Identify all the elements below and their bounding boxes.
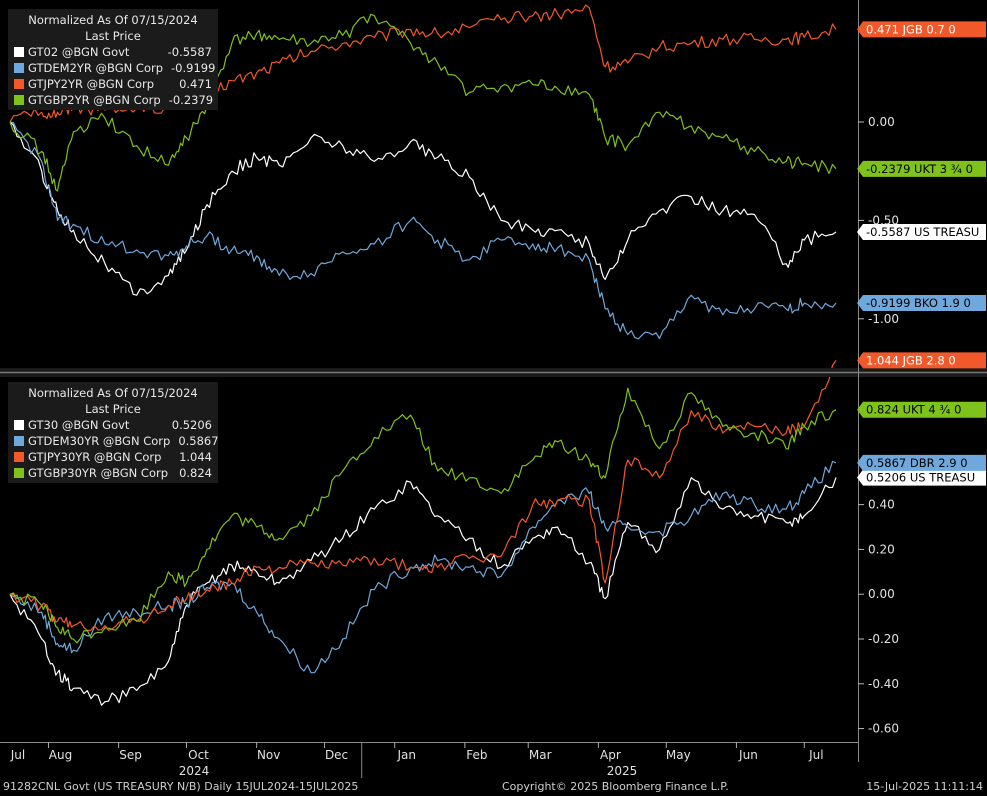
legend-series-value: 0.5206 [171,418,212,432]
axes: 0.00 -0.50 -1.00 0.40 0.20 0.00 -0.20 -0.40 -0.6… [0,0,987,778]
x-tick-label: Nov [257,748,280,762]
footer-security-info: 91282CNL Govt (US TREASURY N/B) Daily 15… [3,780,359,793]
legend-series-value: -0.5587 [167,45,212,59]
legend-series-name: GT30 @BGN Govt [28,418,130,432]
legend-subtitle: Last Price [85,29,141,43]
footer-bar: 91282CNL Govt (US TREASURY N/B) Daily 15… [0,778,987,796]
legend-series-name: GTJPY30YR @BGN Corp [28,450,162,464]
y-tick-label: -0.20 [868,632,899,646]
last-price-tag[interactable]: 0.471 JGB 0.7 0 [857,21,986,38]
last-price-tag[interactable]: -0.9199 BKO 1.9 0 [857,295,986,312]
last-price-tag-label: -0.2379 UKT 3 ¾ 0 [866,162,973,176]
x-year-label: 2024 [179,764,210,778]
x-tick-label: Apr [600,748,621,762]
last-price-tag[interactable]: 1.044 JGB 2.8 0 [857,352,986,369]
legend-swatch [14,63,24,73]
legend-series-name: GTDEM2YR @BGN Corp [28,61,164,75]
last-price-tag-label: -0.5587 US TREASU [866,225,979,239]
legend-series-value: 0.471 [179,77,212,91]
legend-item[interactable]: GTJPY2YR @BGN Corp 0.471 [14,76,212,92]
y-tick-label: 0.00 [868,587,895,601]
legend-series-value: 0.5867 [178,434,219,448]
legend-series-value: 1.044 [179,450,212,464]
legend-series-name: GT02 @BGN Govt [28,45,130,59]
last-price-tag-box [857,401,986,418]
x-tick-label: Jun [738,748,758,762]
last-price-tag-box [857,21,986,38]
y-tick-label: -0.60 [868,722,899,736]
last-price-tag[interactable]: 0.5206 US TREASU [857,469,986,486]
legend-series-name: GTDEM30YR @BGN Corp [28,434,171,448]
legend-swatch [14,436,24,446]
series-line[interactable] [9,121,837,340]
last-price-tag[interactable]: 0.824 UKT 4 ¾ 0 [857,401,986,418]
y-tick-label: 0.20 [868,542,895,556]
legend-item[interactable]: GTGBP30YR @BGN Corp 0.824 [14,465,212,481]
last-price-tag[interactable]: -0.5587 US TREASU [857,223,986,240]
last-price-tag-label: 1.044 JGB 2.8 0 [866,353,956,367]
x-tick-label: Feb [466,748,487,762]
legend-series-value: 0.824 [179,466,212,480]
series-line[interactable] [9,387,837,644]
y-tick-label: -0.50 [868,213,899,227]
series-line[interactable] [9,121,837,296]
x-year-label: 2025 [607,764,638,778]
legend-title: Normalized As Of 07/15/2024 [28,13,198,27]
legend-series-name: GTGBP2YR @BGN Corp [28,93,161,107]
legend-series-name: GTJPY2YR @BGN Corp [28,77,155,91]
last-price-tag-label: 0.5206 US TREASU [866,471,975,485]
last-price-tags[interactable]: -0.5587 US TREASU -0.9199 BKO 1.9 0 0.471 … [857,21,986,486]
last-price-tag[interactable]: -0.2379 UKT 3 ¾ 0 [857,160,986,177]
x-tick-label: Sep [119,748,142,762]
y-tick-label: 0.00 [868,115,895,129]
last-price-tag-label: 0.471 JGB 0.7 0 [866,22,956,36]
x-tick-label: Mar [529,748,552,762]
legend-swatch [14,47,24,57]
last-price-tag-box [857,295,986,312]
legend-item[interactable]: GTGBP2YR @BGN Corp -0.2379 [14,92,214,108]
legend-series-value: -0.2379 [168,93,214,107]
last-price-tag[interactable]: 0.5867 DBR 2.9 0 [857,454,986,471]
legend-item[interactable]: GTJPY30YR @BGN Corp 1.044 [14,449,212,465]
last-price-tag-box [857,469,986,486]
y-tick-label: -0.40 [868,677,899,691]
footer-timestamp: 15-Jul-2025 11:11:14 [866,780,983,793]
last-price-tag-box [857,223,986,240]
last-price-tag-box [857,352,986,369]
y-tick-label: -1.00 [868,312,899,326]
x-tick-label: Jul [10,748,25,762]
last-price-tag-box [857,160,986,177]
bottom-panel-legend: Normalized As Of 07/15/2024 Last Price G… [8,382,219,483]
x-tick-label: Oct [188,748,209,762]
series-line[interactable] [9,13,837,192]
x-tick-label: Jan [396,748,416,762]
x-tick-label: May [666,748,691,762]
legend-title: Normalized As Of 07/15/2024 [28,386,198,400]
legend-item[interactable]: GTDEM30YR @BGN Corp 0.5867 [14,433,219,449]
last-price-tag-label: 0.824 UKT 4 ¾ 0 [866,403,961,417]
legend-item[interactable]: GTDEM2YR @BGN Corp -0.9199 [14,60,216,76]
legend-series-value: -0.9199 [171,61,216,75]
legend-item[interactable]: GT30 @BGN Govt 0.5206 [14,417,212,433]
x-tick-label: Dec [325,748,348,762]
last-price-tag-box [857,454,986,471]
y-tick-label: 0.40 [868,498,895,512]
legend-swatch [14,452,24,462]
legend-swatch [14,95,24,105]
legend-item[interactable]: GT02 @BGN Govt -0.5587 [14,44,212,60]
top-panel-legend: Normalized As Of 07/15/2024 Last Price G… [8,9,218,110]
series-line[interactable] [9,477,837,706]
footer-copyright: Copyright© 2025 Bloomberg Finance L.P. [502,780,729,793]
last-price-tag-label: 0.5867 DBR 2.9 0 [866,456,968,470]
last-price-tag-label: -0.9199 BKO 1.9 0 [866,296,971,310]
x-tick-label: Jul [808,748,823,762]
legend-series-name: GTGBP30YR @BGN Corp [28,466,169,480]
x-tick-label: Aug [49,748,72,762]
legend-subtitle: Last Price [85,402,141,416]
legend-swatch [14,468,24,478]
legend-swatch [14,420,24,430]
legend-swatch [14,79,24,89]
